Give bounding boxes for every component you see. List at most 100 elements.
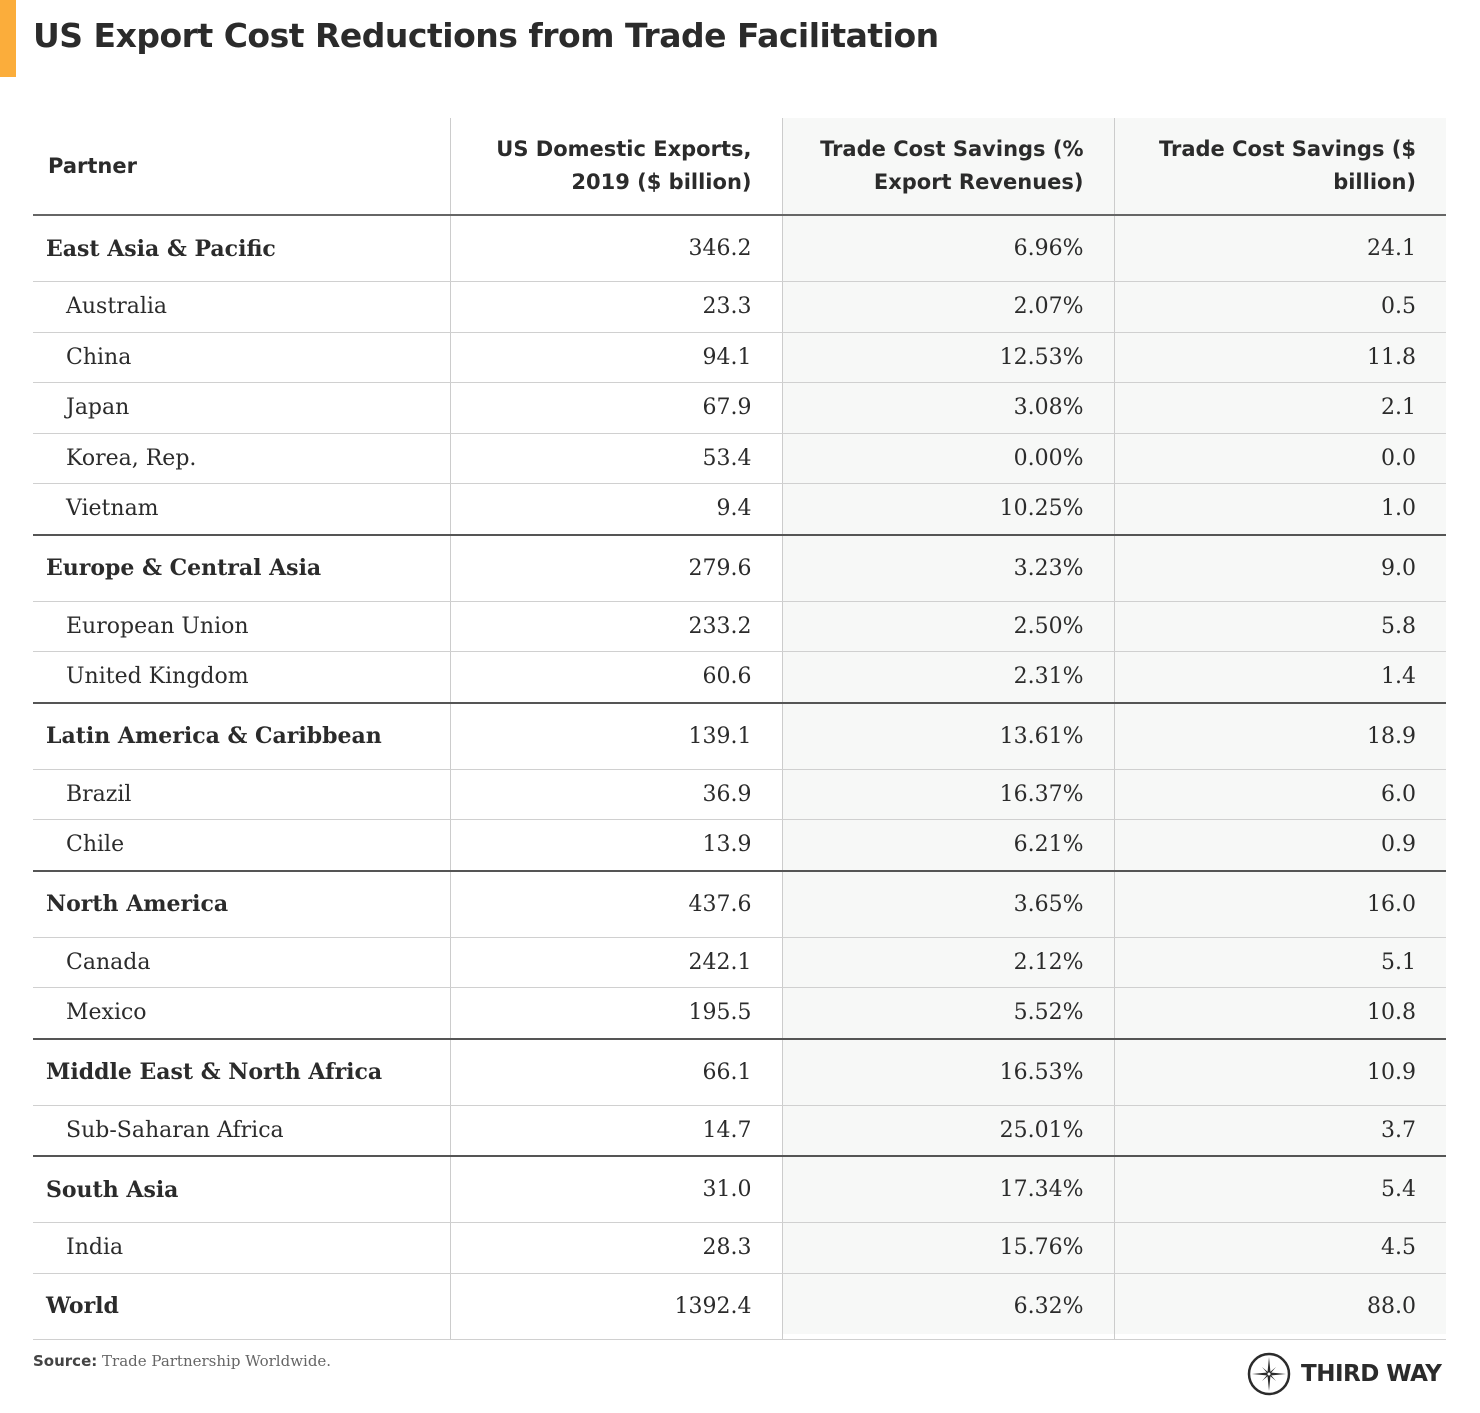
cell-savings-pct: 6.21% xyxy=(781,819,1114,872)
cell-exports: 67.9 xyxy=(449,382,782,434)
cell-partner: Japan xyxy=(33,382,450,434)
cell-partner: Mexico xyxy=(33,987,450,1040)
cell-partner: United Kingdom xyxy=(33,651,450,704)
cell-partner: Middle East & North Africa xyxy=(33,1038,450,1106)
cell-exports: 1392.4 xyxy=(449,1273,782,1340)
region-row: Europe & Central Asia 279.6 3.23% 9.0 xyxy=(33,534,1446,602)
cell-savings-usd: 11.8 xyxy=(1113,332,1446,383)
cell-savings-pct: 15.76% xyxy=(781,1222,1114,1274)
cell-savings-usd: 5.8 xyxy=(1113,601,1446,652)
cell-savings-usd: 2.1 xyxy=(1113,382,1446,434)
cell-partner: European Union xyxy=(33,601,450,652)
cell-savings-pct: 16.53% xyxy=(781,1038,1114,1106)
country-row: Sub-Saharan Africa 14.7 25.01% 3.7 xyxy=(33,1105,1446,1157)
cell-exports: 94.1 xyxy=(449,332,782,383)
cell-partner: East Asia & Pacific xyxy=(33,215,450,282)
cell-savings-pct: 16.37% xyxy=(781,769,1114,820)
cell-exports: 14.7 xyxy=(449,1105,782,1157)
country-row: Japan 67.9 3.08% 2.1 xyxy=(33,382,1446,434)
cell-exports: 9.4 xyxy=(449,483,782,536)
cell-exports: 13.9 xyxy=(449,819,782,872)
country-row: United Kingdom 60.6 2.31% 1.4 xyxy=(33,651,1446,704)
cell-savings-pct: 5.52% xyxy=(781,987,1114,1040)
cell-savings-pct: 2.50% xyxy=(781,601,1114,652)
cell-savings-usd: 18.9 xyxy=(1113,702,1446,770)
cell-savings-usd: 16.0 xyxy=(1113,870,1446,938)
logo-text: THIRD WAY xyxy=(1301,1361,1442,1387)
country-row: Chile 13.9 6.21% 0.9 xyxy=(33,819,1446,872)
header-partner: Partner xyxy=(33,118,450,216)
cell-savings-pct: 3.65% xyxy=(781,870,1114,938)
data-table: Partner US Domestic Exports, 2019 ($ bil… xyxy=(33,118,1446,1340)
cell-exports: 242.1 xyxy=(449,937,782,988)
cell-partner: Korea, Rep. xyxy=(33,433,450,484)
country-row: Australia 23.3 2.07% 0.5 xyxy=(33,281,1446,333)
cell-savings-usd: 0.9 xyxy=(1113,819,1446,872)
cell-exports: 31.0 xyxy=(449,1156,782,1223)
cell-partner: North America xyxy=(33,870,450,938)
cell-savings-pct: 13.61% xyxy=(781,702,1114,770)
cell-savings-pct: 3.08% xyxy=(781,382,1114,434)
cell-savings-usd: 10.8 xyxy=(1113,987,1446,1040)
cell-savings-usd: 0.5 xyxy=(1113,281,1446,333)
cell-exports: 139.1 xyxy=(449,702,782,770)
cell-savings-pct: 2.12% xyxy=(781,937,1114,988)
cell-savings-pct: 10.25% xyxy=(781,483,1114,536)
compass-icon xyxy=(1247,1352,1291,1396)
cell-exports: 28.3 xyxy=(449,1222,782,1274)
cell-savings-usd: 9.0 xyxy=(1113,534,1446,602)
cell-partner: World xyxy=(33,1273,450,1340)
region-row: East Asia & Pacific 346.2 6.96% 24.1 xyxy=(33,215,1446,282)
cell-savings-usd: 5.4 xyxy=(1113,1156,1446,1223)
page-title: US Export Cost Reductions from Trade Fac… xyxy=(33,16,939,55)
country-row: Canada 242.1 2.12% 5.1 xyxy=(33,937,1446,988)
cell-exports: 23.3 xyxy=(449,281,782,333)
cell-savings-usd: 88.0 xyxy=(1113,1273,1446,1340)
cell-savings-pct: 12.53% xyxy=(781,332,1114,383)
title-accent-bar xyxy=(0,0,16,77)
country-row: Vietnam 9.4 10.25% 1.0 xyxy=(33,483,1446,536)
cell-savings-usd: 1.0 xyxy=(1113,483,1446,536)
cell-savings-usd: 3.7 xyxy=(1113,1105,1446,1157)
cell-savings-pct: 2.31% xyxy=(781,651,1114,704)
country-row: European Union 233.2 2.50% 5.8 xyxy=(33,601,1446,652)
cell-savings-usd: 24.1 xyxy=(1113,215,1446,282)
cell-savings-usd: 1.4 xyxy=(1113,651,1446,704)
cell-savings-usd: 0.0 xyxy=(1113,433,1446,484)
cell-savings-usd: 4.5 xyxy=(1113,1222,1446,1274)
cell-savings-pct: 17.34% xyxy=(781,1156,1114,1223)
cell-savings-pct: 0.00% xyxy=(781,433,1114,484)
country-row: Mexico 195.5 5.52% 10.8 xyxy=(33,987,1446,1040)
cell-exports: 195.5 xyxy=(449,987,782,1040)
header-savings-usd: Trade Cost Savings ($ billion) xyxy=(1113,118,1446,216)
cell-exports: 66.1 xyxy=(449,1038,782,1106)
country-row: Brazil 36.9 16.37% 6.0 xyxy=(33,769,1446,820)
cell-exports: 437.6 xyxy=(449,870,782,938)
source-label: Source: xyxy=(33,1352,98,1370)
region-row: Latin America & Caribbean 139.1 13.61% 18.9 xyxy=(33,702,1446,770)
header-row: Partner US Domestic Exports, 2019 ($ bil… xyxy=(33,118,1446,216)
data-table-container: Partner US Domestic Exports, 2019 ($ bil… xyxy=(33,118,1446,1340)
cell-savings-pct: 6.32% xyxy=(781,1273,1114,1340)
cell-savings-pct: 2.07% xyxy=(781,281,1114,333)
cell-exports: 346.2 xyxy=(449,215,782,282)
cell-exports: 233.2 xyxy=(449,601,782,652)
cell-savings-usd: 6.0 xyxy=(1113,769,1446,820)
cell-partner: Brazil xyxy=(33,769,450,820)
cell-partner: Vietnam xyxy=(33,483,450,536)
region-row: Middle East & North Africa 66.1 16.53% 10.9 xyxy=(33,1038,1446,1106)
cell-partner: Europe & Central Asia xyxy=(33,534,450,602)
cell-partner: China xyxy=(33,332,450,383)
cell-savings-pct: 3.23% xyxy=(781,534,1114,602)
cell-partner: Latin America & Caribbean xyxy=(33,702,450,770)
region-row: North America 437.6 3.65% 16.0 xyxy=(33,870,1446,938)
region-row: South Asia 31.0 17.34% 5.4 xyxy=(33,1156,1446,1223)
country-row: Korea, Rep. 53.4 0.00% 0.0 xyxy=(33,433,1446,484)
cell-exports: 279.6 xyxy=(449,534,782,602)
cell-exports: 53.4 xyxy=(449,433,782,484)
cell-partner: Australia xyxy=(33,281,450,333)
cell-savings-pct: 25.01% xyxy=(781,1105,1114,1157)
region-row: World 1392.4 6.32% 88.0 xyxy=(33,1273,1446,1340)
header-savings-pct: Trade Cost Savings (% Export Revenues) xyxy=(781,118,1114,216)
country-row: India 28.3 15.76% 4.5 xyxy=(33,1222,1446,1274)
